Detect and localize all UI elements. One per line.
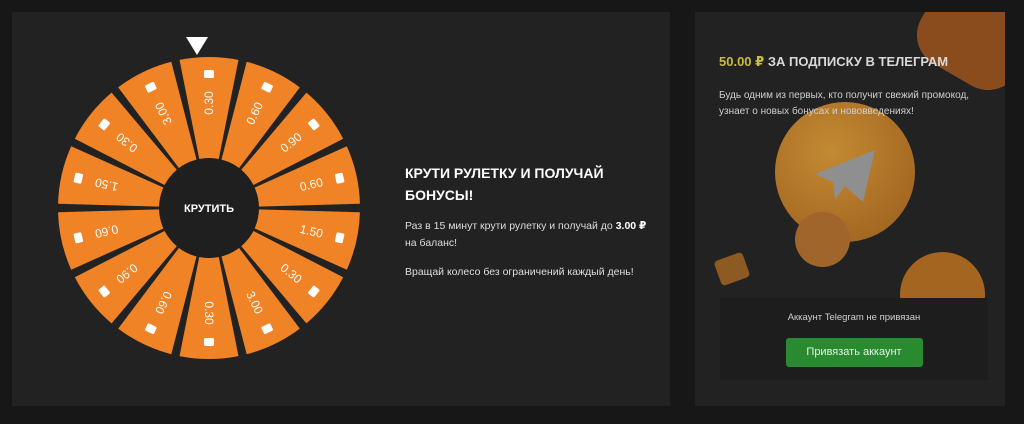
coins-icon <box>204 70 214 78</box>
bind-account-button[interactable]: Привязать аккаунт <box>785 338 923 367</box>
wheel-segment <box>118 61 200 177</box>
coins-icon <box>98 285 110 298</box>
promo-info: КРУТИ РУЛЕТКУ И ПОЛУЧАЙ БОНУСЫ! Раз в 15… <box>405 162 655 281</box>
coins-icon <box>73 232 84 244</box>
spin-button[interactable] <box>159 158 259 258</box>
wheel-segment <box>74 92 184 190</box>
promo-amount: 3.00 ₽ <box>615 220 647 232</box>
coins-icon <box>73 172 84 184</box>
wheel-segment <box>118 239 200 355</box>
wheel-segment-label: 0.30 <box>202 301 216 325</box>
coins-icon <box>334 172 345 184</box>
coins-icon <box>261 81 273 93</box>
wheel-segment <box>58 146 173 207</box>
coins-icon <box>334 232 345 244</box>
wheel-segment <box>234 226 344 324</box>
coins-icon <box>145 81 157 93</box>
decor-pyramid <box>713 251 751 287</box>
wheel-segment-label-group: 0.60 <box>73 222 120 244</box>
promo-line1-text: Раз в 15 минут крути рулетку и получай д… <box>405 220 613 232</box>
wheel-segment-label: 0.60 <box>93 222 119 241</box>
telegram-bind-box: Аккаунт Telegram не привязан Привязать а… <box>720 298 988 380</box>
telegram-title-text: ЗА ПОДПИСКУ В ТЕЛЕГРАМ <box>767 54 949 69</box>
wheel-segment-label-group: 0.30 <box>202 301 216 346</box>
coins-icon <box>261 323 273 335</box>
wheel-segment-label-group: 1.50 <box>73 172 120 194</box>
wheel-segment-label: 1.50 <box>93 175 119 194</box>
promo-line1: Раз в 15 минут крути рулетку и получай д… <box>405 218 655 252</box>
wheel-pointer-icon <box>186 37 208 55</box>
wheel-segment <box>58 209 173 270</box>
wheel-segment <box>218 239 300 355</box>
wheel-segment-label: 1.50 <box>298 222 324 241</box>
wheel-segment-label: 0.60 <box>298 175 324 194</box>
spin-label[interactable]: КРУТИТЬ <box>184 203 234 215</box>
paper-plane-icon <box>815 150 875 202</box>
coins-icon <box>98 118 110 131</box>
wheel-segment <box>179 247 239 359</box>
telegram-panel: 50.00 ₽ ЗА ПОДПИСКУ В ТЕЛЕГРАМ Будь одни… <box>695 12 1005 406</box>
coins-icon <box>145 323 157 335</box>
telegram-description: Будь одним из первых, кто получит свежий… <box>719 90 970 117</box>
decor-ball <box>795 212 850 267</box>
coins-icon <box>308 118 320 131</box>
wheel-segment-label-group: 0.30 <box>202 70 216 115</box>
coins-icon <box>308 285 320 298</box>
fortune-wheel[interactable]: 0.30 0.600.900.601.500.303.000.300.600.90… <box>0 0 440 424</box>
telegram-logo-icon <box>775 102 915 242</box>
telegram-amount: 50.00 ₽ <box>719 54 765 69</box>
wheel-segment <box>218 61 300 177</box>
promo-line2: Вращай колесо без ограничений каждый ден… <box>405 266 634 278</box>
wheel-segment-label-group: 0.60 <box>298 172 345 194</box>
wheel-segment-label-group: 1.50 <box>298 222 345 244</box>
wheel-segment <box>179 57 239 169</box>
wheel-segment <box>234 92 344 190</box>
promo-title: КРУТИ РУЛЕТКУ И ПОЛУЧАЙ БОНУСЫ! <box>405 165 604 203</box>
wheel-segment <box>245 146 360 207</box>
wheel-segment <box>74 226 184 324</box>
wheel-segment-label: 0.30 <box>202 91 216 115</box>
telegram-title: 50.00 ₽ ЗА ПОДПИСКУ В ТЕЛЕГРАМ <box>719 54 948 70</box>
telegram-status: Аккаунт Telegram не привязан <box>787 312 921 323</box>
promo-line1-suffix: на баланс! <box>405 237 458 249</box>
wheel-panel: 0.30 0.60 0.90 0.60 1.50 0.30 3.00 0.30 0.60 0.90… <box>12 12 670 406</box>
coins-icon <box>204 338 214 346</box>
wheel-segment <box>245 209 360 270</box>
